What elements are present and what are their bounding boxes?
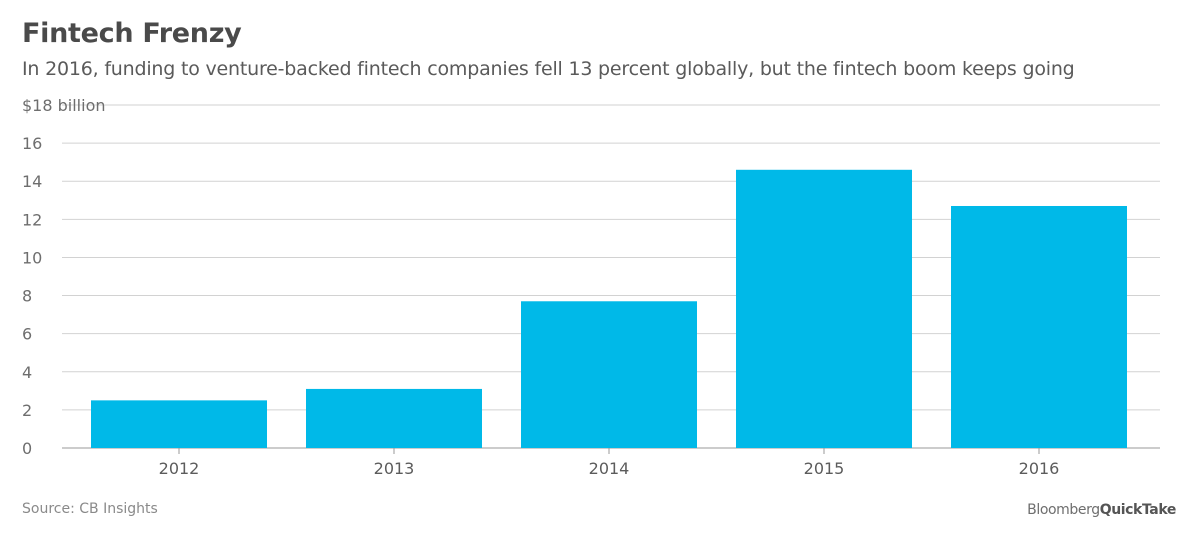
brand-bloomberg: Bloomberg [1027, 502, 1100, 518]
bar-2013 [306, 388, 482, 448]
x-tick-label: 2016 [1019, 459, 1060, 478]
source-note: Source: CB Insights [22, 501, 158, 517]
y-tick-label: 8 [22, 287, 32, 306]
x-tick-label: 2014 [589, 459, 630, 478]
y-tick-label: 16 [22, 134, 42, 153]
y-tick-label: $18 billion [22, 96, 106, 115]
x-tick-label: 2015 [804, 459, 845, 478]
x-axis-ticks: 2012 2013 2014 2015 2016 [159, 448, 1060, 478]
x-tick-label: 2012 [159, 459, 200, 478]
y-tick-label: 14 [22, 172, 42, 191]
chart-subtitle: In 2016, funding to venture-backed finte… [22, 58, 1075, 80]
x-tick-label: 2013 [374, 459, 415, 478]
chart-title: Fintech Frenzy [22, 18, 242, 49]
bar-2015 [736, 169, 912, 449]
bar-2016 [951, 205, 1127, 448]
bar-2012 [91, 400, 267, 448]
y-tick-label: 10 [22, 248, 42, 267]
bar-2014 [521, 301, 697, 448]
y-tick-label: 6 [22, 325, 32, 344]
y-tick-label: 12 [22, 210, 42, 229]
bars [91, 169, 1127, 449]
y-tick-label: 0 [22, 439, 32, 458]
y-tick-label: 2 [22, 401, 32, 420]
brand-quicktake: QuickTake [1099, 502, 1177, 518]
bloomberg-quicktake-logo: BloombergQuickTake [1027, 502, 1176, 518]
y-tick-label: 4 [22, 363, 32, 382]
y-axis-ticks: 0 2 4 6 8 10 12 14 16 $18 billion [22, 96, 106, 458]
